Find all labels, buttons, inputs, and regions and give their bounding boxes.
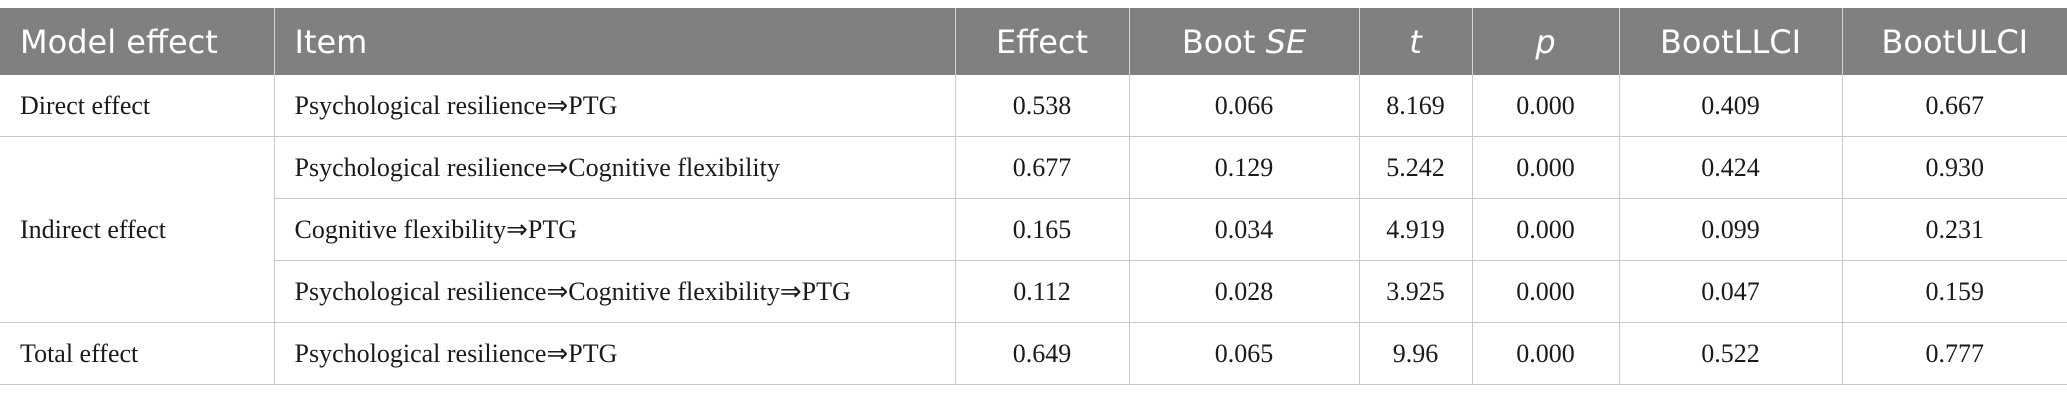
llci-cell: 0.522 — [1619, 322, 1843, 385]
table-row: Cognitive flexibility⇒PTG 0.165 0.034 4.… — [0, 198, 2067, 261]
item-cell: Psychological resilience⇒PTG — [274, 322, 956, 385]
table-header: Model effect Item Effect Boot SE t p Boo… — [0, 8, 2067, 75]
effect-cell: 0.677 — [955, 136, 1130, 199]
item-cell: Cognitive flexibility⇒PTG — [274, 198, 956, 261]
header-boot-se: Boot SE — [1129, 8, 1360, 75]
boot-se-cell: 0.028 — [1129, 260, 1360, 323]
effect-cell: 0.165 — [955, 198, 1130, 261]
mediation-effect-table: Model effect Item Effect Boot SE t p Boo… — [0, 8, 2067, 385]
t-cell: 8.169 — [1359, 75, 1473, 137]
header-model-effect: Model effect — [0, 8, 275, 75]
header-p: p — [1472, 8, 1620, 75]
header-t-label: t — [1409, 22, 1422, 61]
effects-table: Model effect Item Effect Boot SE t p Boo… — [0, 8, 2067, 385]
header-p-label: p — [1535, 22, 1556, 61]
p-cell: 0.000 — [1472, 198, 1620, 261]
llci-cell: 0.099 — [1619, 198, 1843, 261]
ulci-cell: 0.231 — [1842, 198, 2067, 261]
ulci-cell: 0.159 — [1842, 260, 2067, 323]
header-boot-se-italic: SE — [1265, 22, 1307, 61]
p-cell: 0.000 — [1472, 260, 1620, 323]
table-row: Psychological resilience⇒Cognitive flexi… — [0, 260, 2067, 323]
effect-cell: 0.649 — [955, 322, 1130, 385]
boot-se-cell: 0.066 — [1129, 75, 1360, 137]
item-cell: Psychological resilience⇒PTG — [274, 75, 956, 137]
header-bootulci: BootULCI — [1842, 8, 2067, 75]
llci-cell: 0.424 — [1619, 136, 1843, 199]
item-cell: Psychological resilience⇒Cognitive flexi… — [274, 260, 956, 323]
boot-se-cell: 0.034 — [1129, 198, 1360, 261]
header-row: Model effect Item Effect Boot SE t p Boo… — [0, 8, 2067, 75]
ulci-cell: 0.930 — [1842, 136, 2067, 199]
llci-cell: 0.047 — [1619, 260, 1843, 323]
item-cell: Psychological resilience⇒Cognitive flexi… — [274, 136, 956, 199]
effect-cell: 0.538 — [955, 75, 1130, 137]
header-item: Item — [274, 8, 956, 75]
t-cell: 9.96 — [1359, 322, 1473, 385]
header-effect: Effect — [955, 8, 1130, 75]
table-row: Direct effect Psychological resilience⇒P… — [0, 75, 2067, 137]
table-row: Total effect Psychological resilience⇒PT… — [0, 322, 2067, 385]
t-cell: 4.919 — [1359, 198, 1473, 261]
table-body: Direct effect Psychological resilience⇒P… — [0, 75, 2067, 385]
header-bootllci: BootLLCI — [1619, 8, 1843, 75]
model-effect-cell: Direct effect — [0, 75, 275, 137]
header-boot-se-prefix: Boot — [1181, 22, 1266, 61]
p-cell: 0.000 — [1472, 136, 1620, 199]
p-cell: 0.000 — [1472, 322, 1620, 385]
header-t: t — [1359, 8, 1473, 75]
table-row: Indirect effect Psychological resilience… — [0, 136, 2067, 323]
p-cell: 0.000 — [1472, 75, 1620, 137]
t-cell: 5.242 — [1359, 136, 1473, 199]
ulci-cell: 0.777 — [1842, 322, 2067, 385]
ulci-cell: 0.667 — [1842, 75, 2067, 137]
boot-se-cell: 0.129 — [1129, 136, 1360, 199]
boot-se-cell: 0.065 — [1129, 322, 1360, 385]
model-effect-cell: Total effect — [0, 322, 275, 385]
effect-cell: 0.112 — [955, 260, 1130, 323]
llci-cell: 0.409 — [1619, 75, 1843, 137]
model-effect-cell: Indirect effect — [0, 136, 275, 323]
t-cell: 3.925 — [1359, 260, 1473, 323]
